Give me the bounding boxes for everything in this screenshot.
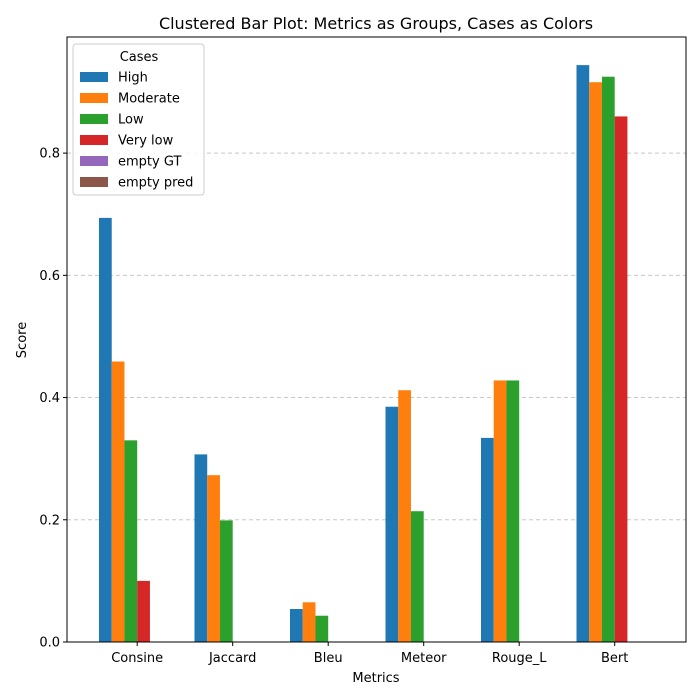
y-tick-label: 0.2 bbox=[39, 513, 60, 528]
legend-label: Moderate bbox=[118, 92, 180, 107]
y-tick-label: 0.8 bbox=[39, 147, 60, 162]
bar-high-bleu bbox=[290, 609, 303, 642]
legend-swatch bbox=[80, 135, 108, 145]
x-tick-label: Bert bbox=[601, 651, 628, 666]
bar-moderate-consine bbox=[111, 361, 125, 642]
y-axis-title: Score bbox=[15, 322, 30, 358]
bar-moderate-meteor bbox=[398, 390, 411, 642]
x-tick-label: Consine bbox=[111, 651, 163, 666]
plot-frame bbox=[66, 36, 687, 643]
bar-high-bert bbox=[576, 65, 590, 643]
bar-low-meteor bbox=[410, 511, 424, 642]
legend-swatch bbox=[80, 177, 108, 187]
bar-low-consine bbox=[124, 440, 138, 642]
y-tick-label: 0.0 bbox=[39, 636, 60, 651]
legend-label: Low bbox=[118, 113, 144, 128]
bar-low-rouge_l bbox=[506, 380, 520, 642]
legend-swatch bbox=[80, 114, 108, 124]
bar-moderate-bert bbox=[589, 82, 602, 643]
legend-label: empty pred bbox=[118, 176, 193, 191]
bar-moderate-jaccard bbox=[207, 475, 220, 642]
bar-high-rouge_l bbox=[481, 437, 494, 642]
x-axis-ticks: Consine Jaccard Bleu Meteor Rouge_L Bert bbox=[111, 642, 628, 666]
y-tick-label: 0.4 bbox=[39, 391, 60, 406]
bars bbox=[99, 65, 628, 643]
x-tick-label: Bleu bbox=[314, 651, 343, 666]
bar-very-low-consine bbox=[137, 580, 150, 642]
legend-swatch bbox=[80, 93, 108, 103]
bar-moderate-bleu bbox=[302, 602, 316, 642]
bar-high-consine bbox=[99, 217, 112, 642]
x-axis-title: Metrics bbox=[352, 671, 399, 686]
bar-high-jaccard bbox=[194, 454, 208, 642]
x-tick-label: Jaccard bbox=[208, 651, 256, 666]
y-axis-ticks: 0.0 0.2 0.4 0.6 0.8 bbox=[39, 147, 67, 651]
y-tick-label: 0.6 bbox=[39, 269, 60, 284]
legend-label: empty GT bbox=[118, 155, 181, 170]
bar-low-bleu bbox=[315, 615, 329, 642]
x-tick-label: Meteor bbox=[401, 651, 447, 666]
bar-moderate-rouge_l bbox=[493, 380, 507, 642]
legend-label: Very low bbox=[118, 134, 174, 149]
grid-lines bbox=[67, 152, 686, 521]
bar-low-bert bbox=[601, 76, 615, 643]
legend-label: High bbox=[118, 71, 148, 86]
x-tick-label: Rouge_L bbox=[492, 651, 547, 666]
legend: Cases High Moderate Low Very low empty GT empt… bbox=[72, 43, 205, 196]
bar-high-meteor bbox=[385, 406, 399, 642]
bar-low-jaccard bbox=[219, 520, 233, 642]
legend-title: Cases bbox=[120, 50, 159, 65]
legend-swatch bbox=[80, 72, 108, 82]
chart-title: Clustered Bar Plot: Metrics as Groups, C… bbox=[159, 14, 593, 33]
bar-very-low-bert bbox=[614, 116, 628, 642]
legend-swatch bbox=[80, 156, 108, 166]
